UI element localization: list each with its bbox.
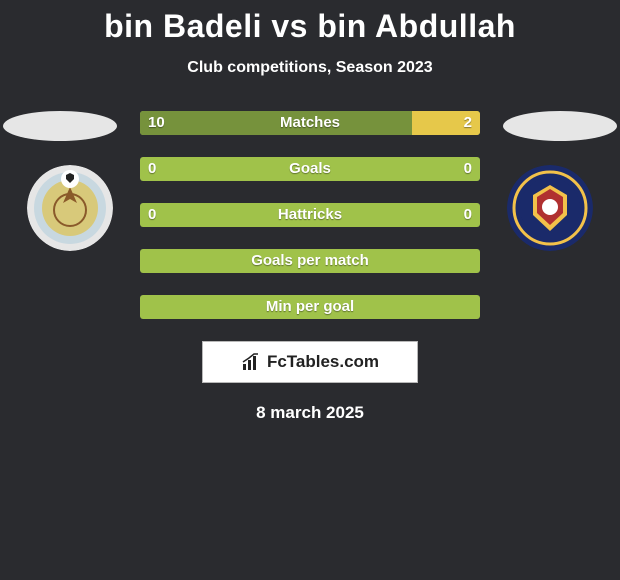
player-right-shadow: [503, 111, 617, 141]
comparison-date: 8 march 2025: [0, 403, 620, 423]
stat-bar-label: Matches: [140, 111, 480, 135]
stat-bar-row: Min per goal: [140, 295, 480, 319]
player-left-shadow: [3, 111, 117, 141]
bar-chart-icon: [241, 352, 261, 372]
stat-bar-label: Goals: [140, 157, 480, 181]
stat-bar-label: Goals per match: [140, 249, 480, 273]
stat-bar-row: Goals per match: [140, 249, 480, 273]
stat-bar-label: Min per goal: [140, 295, 480, 319]
crest-right-svg: [507, 165, 593, 251]
stat-bar-row: Matches10 2: [140, 111, 480, 135]
stat-bars: Matches102Goals00Hattricks00Goals per ma…: [140, 111, 480, 319]
crest-left-svg: [27, 165, 113, 251]
comparison-area: Matches102Goals00Hattricks00Goals per ma…: [0, 111, 620, 423]
stat-bar-left-value: 0: [148, 157, 156, 181]
club-crest-right: [500, 165, 600, 251]
stat-bar-right-value: 0: [464, 157, 472, 181]
stat-bar-left-value: 10: [148, 111, 165, 135]
club-crest-left: [20, 165, 120, 251]
brand-text: FcTables.com: [267, 352, 379, 372]
stat-bar-right-value: 0: [464, 203, 472, 227]
stat-bar-right-value: 2: [464, 111, 472, 135]
stat-bar-row: Hattricks0 0: [140, 203, 480, 227]
page-title: bin Badeli vs bin Abdullah: [0, 0, 620, 45]
brand-box: FcTables.com: [202, 341, 418, 383]
stat-bar-left-value: 0: [148, 203, 156, 227]
stat-bar-row: Goals0 0: [140, 157, 480, 181]
page-subtitle: Club competitions, Season 2023: [0, 59, 620, 77]
stat-bar-label: Hattricks: [140, 203, 480, 227]
